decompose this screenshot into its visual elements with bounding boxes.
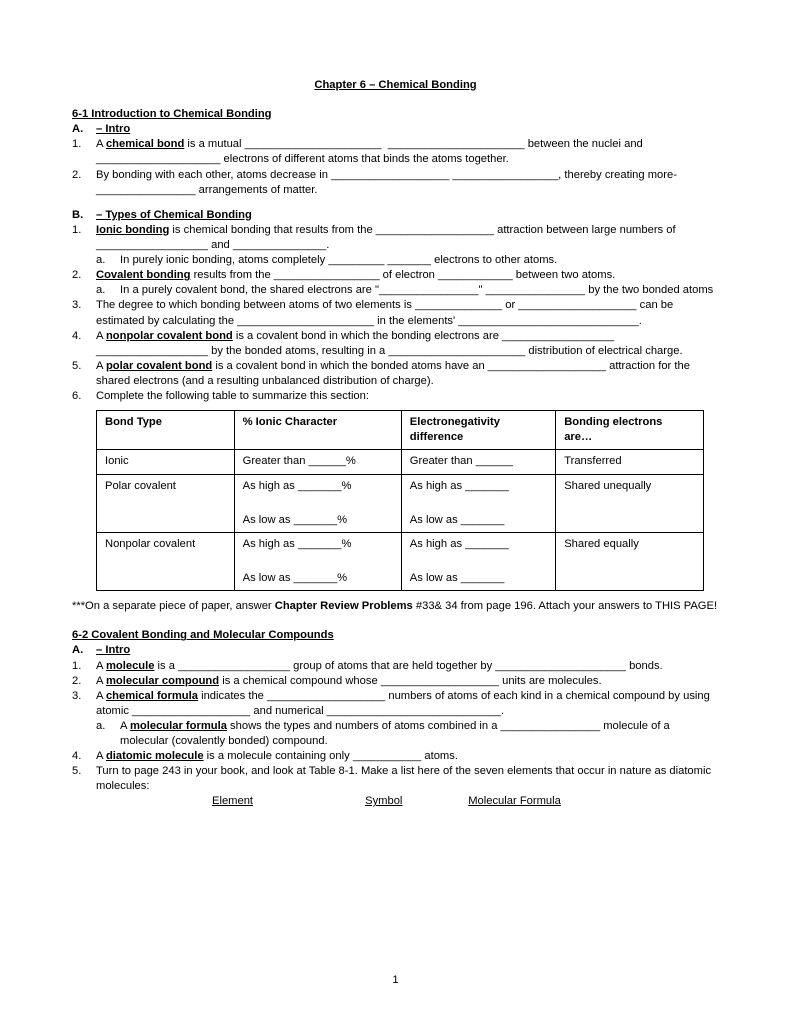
section-62a-title: – Intro [96,644,130,656]
section-6-2-head: 6-2 Covalent Bonding and Molecular Compo… [72,628,719,643]
item-b4: 4. A nonpolar covalent bond is a covalen… [72,329,719,359]
item-62a1: 1. A molecule is a __________________ gr… [72,659,719,674]
section-b-header: B. – Types of Chemical Bonding [72,208,719,223]
item-a1: 1. A chemical bond is a mutual _________… [72,137,719,167]
section-62a-header: A. – Intro [72,643,719,658]
item-b1: 1. Ionic bonding is chemical bonding tha… [72,223,719,253]
term-chemical-bond: chemical bond [106,138,184,150]
term-molecular-compound: molecular compound [106,675,219,687]
section-b-label: B. [72,208,96,223]
term-chemical-formula: chemical formula [106,690,198,702]
bond-table: Bond Type % Ionic Character Electronegat… [96,410,704,591]
item-62a5: 5. Turn to page 243 in your book, and lo… [72,764,719,794]
item-a2: 2. By bonding with each other, atoms dec… [72,168,719,198]
term-molecule: molecule [106,660,155,672]
term-ionic-bonding: Ionic bonding [96,224,169,236]
item-b5: 5. A polar covalent bond is a covalent b… [72,359,719,389]
section-a-header: A. – Intro [72,122,719,137]
diatomic-header: Element Symbol Molecular Formula [212,794,719,809]
col-element: Element [212,794,362,809]
th-bond-type: Bond Type [97,411,235,450]
th-electrons-are: Bonding electronsare… [556,411,704,450]
item-b2: 2. Covalent bonding results from the ___… [72,268,719,283]
table-row: Ionic Greater than ______% Greater than … [97,450,704,474]
section-62a-label: A. [72,643,96,658]
th-ionic-char: % Ionic Character [234,411,401,450]
chapter-title: Chapter 6 – Chemical Bonding [72,78,719,93]
th-en-diff: Electronegativitydifference [401,411,555,450]
table-row: Nonpolar covalent As high as _______% As… [97,532,704,590]
section-6-1-head: 6-1 Introduction to Chemical Bonding [72,107,719,122]
section-a-label: A. [72,122,96,137]
item-b3: 3. The degree to which bonding between a… [72,298,719,328]
term-nonpolar-covalent: nonpolar covalent bond [106,330,233,342]
term-covalent-bonding: Covalent bonding [96,269,190,281]
chapter-review-note: ***On a separate piece of paper, answer … [72,599,719,614]
item-b1a: a. In purely ionic bonding, atoms comple… [96,253,719,268]
page: Chapter 6 – Chemical Bonding 6-1 Introdu… [0,0,791,1024]
table-header-row: Bond Type % Ionic Character Electronegat… [97,411,704,450]
item-62a3a: a. A molecular formula shows the types a… [96,719,719,749]
item-62a2: 2. A molecular compound is a chemical co… [72,674,719,689]
term-diatomic-molecule: diatomic molecule [106,750,204,762]
table-row: Polar covalent As high as _______% As lo… [97,474,704,532]
section-a-title: – Intro [96,123,130,135]
section-b-title: – Types of Chemical Bonding [96,209,252,221]
item-62a3: 3. A chemical formula indicates the ____… [72,689,719,719]
col-molecular-formula: Molecular Formula [468,794,561,809]
item-b6: 6. Complete the following table to summa… [72,389,719,404]
col-symbol: Symbol [365,794,465,809]
term-polar-covalent: polar covalent bond [106,360,212,372]
item-62a4: 4. A diatomic molecule is a molecule con… [72,749,719,764]
term-molecular-formula: molecular formula [130,720,227,732]
page-number: 1 [0,973,791,988]
item-b2a: a. In a purely covalent bond, the shared… [96,283,719,298]
